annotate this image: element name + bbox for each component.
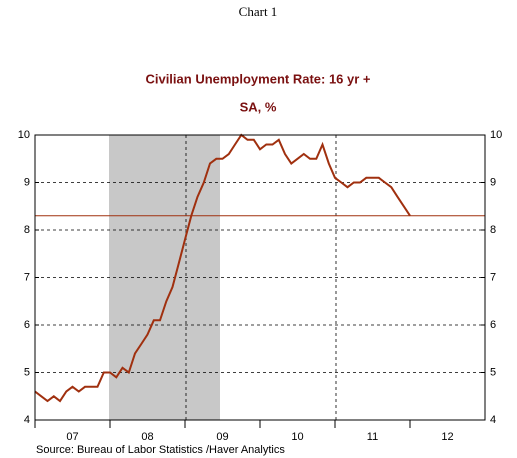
y2-tick-label: 7 xyxy=(490,271,496,283)
y2-tick-label: 4 xyxy=(490,414,496,426)
source: Source: Bureau of Labor Statistics /Have… xyxy=(36,444,285,456)
plot-frame xyxy=(34,134,486,421)
chart-title: Civilian Unemployment Rate: 16 yr + xyxy=(145,71,370,86)
x-tick-label: 08 xyxy=(141,431,153,443)
data-line xyxy=(34,133,411,403)
y2-tick-label: 9 xyxy=(490,176,496,188)
y-tick-label: 10 xyxy=(18,129,30,141)
y2-tick-label: 5 xyxy=(490,366,496,378)
y2-tick-label: 6 xyxy=(490,319,496,331)
y-tick-label: 8 xyxy=(24,224,30,236)
x-tick-label: 10 xyxy=(291,431,303,443)
chart-subtitle: SA, % xyxy=(240,99,277,114)
x-tick-label: 12 xyxy=(441,431,453,443)
x-tick-label: 07 xyxy=(66,431,78,443)
y-tick-label: 5 xyxy=(24,366,30,378)
y2-tick-label: 8 xyxy=(490,224,496,236)
y2-tick-label: 10 xyxy=(490,129,502,141)
y-tick-label: 6 xyxy=(24,319,30,331)
y-tick-label: 7 xyxy=(24,271,30,283)
y-tick-label: 9 xyxy=(24,176,30,188)
x-tick-label: 09 xyxy=(216,431,228,443)
y-tick-label: 4 xyxy=(24,414,30,426)
chart-header: Chart 1 xyxy=(239,4,278,19)
x-tick-label: 11 xyxy=(367,431,378,443)
